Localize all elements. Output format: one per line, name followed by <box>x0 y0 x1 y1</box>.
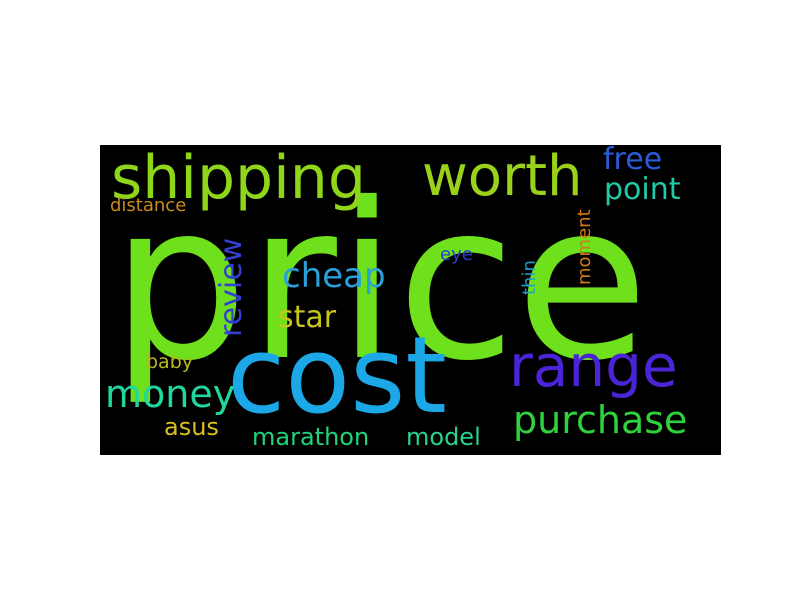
word-asus: asus <box>164 413 219 441</box>
word-review: review <box>214 237 249 337</box>
word-money: money <box>105 372 236 416</box>
word-cost: cost <box>227 314 447 437</box>
word-price: price <box>111 157 649 408</box>
word-baby: baby <box>146 351 194 373</box>
word-purchase: purchase <box>513 398 688 442</box>
word-range: range <box>509 332 678 400</box>
word-shipping: shipping <box>111 145 366 213</box>
word-cheap: cheap <box>282 256 386 296</box>
word-marathon: marathon <box>252 423 370 451</box>
word-star: star <box>278 300 337 335</box>
word-thin: thin <box>519 260 540 295</box>
word-point: point <box>604 172 681 207</box>
word-model: model <box>406 423 481 451</box>
word-worth: worth <box>422 145 583 209</box>
word-distance: distance <box>110 195 187 216</box>
word-moment: moment <box>574 209 595 285</box>
word-free: free <box>603 145 663 177</box>
word-eye: eye <box>440 244 473 265</box>
word-cloud: price cost shipping worth range purchase… <box>100 145 721 455</box>
